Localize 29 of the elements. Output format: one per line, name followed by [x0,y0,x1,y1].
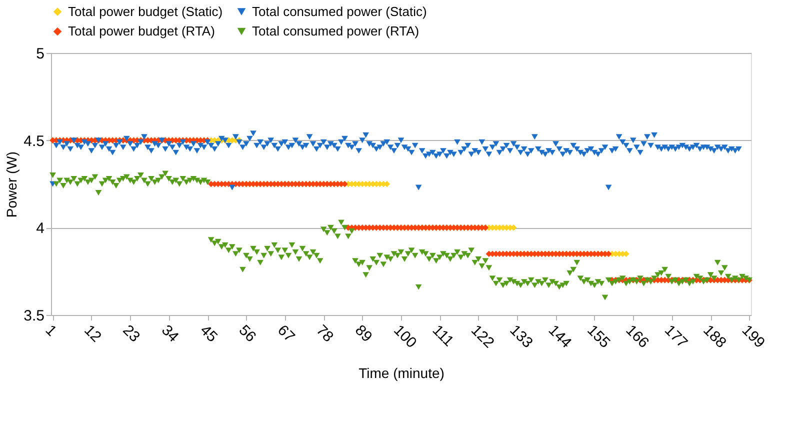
y-tick-label: 4 [36,220,44,238]
x-tick-label: 56 [235,322,260,346]
x-tick-label: 133 [506,322,536,352]
x-tick-label: 166 [622,322,652,352]
x-tick-label: 111 [428,322,458,350]
x-tick-label: 144 [544,322,575,352]
x-tick-label: 122 [468,322,498,352]
x-tick-label: 100 [390,322,420,352]
x-tick-label: 45 [196,322,221,346]
legend-label: Total power budget (Static) [68,4,223,19]
y-tick-label: 4.5 [24,132,44,150]
y-tick-label: 3.5 [24,308,44,324]
y-tick-label: 5 [36,46,44,62]
x-tick-label: 78 [312,322,337,346]
x-tick-label: 199 [738,322,768,352]
x-tick-label: 34 [158,322,182,346]
x-axis-title: Time (minute) [358,364,444,381]
x-tick-label: 177 [661,322,691,352]
x-tick-label: 23 [119,322,144,346]
x-tick-label: 89 [351,322,376,346]
legend-label: Total consumed power (RTA) [252,24,420,38]
x-tick-label: 67 [274,322,298,346]
x-tick-label: 155 [584,322,614,352]
x-tick-label: 12 [80,322,104,346]
y-axis-title: Power (W) [4,151,20,218]
x-tick-label: 1 [42,322,60,340]
x-tick-label: 188 [700,322,730,352]
legend-label: Total consumed power (Static) [252,4,427,19]
legend-label: Total power budget (RTA) [68,24,215,38]
